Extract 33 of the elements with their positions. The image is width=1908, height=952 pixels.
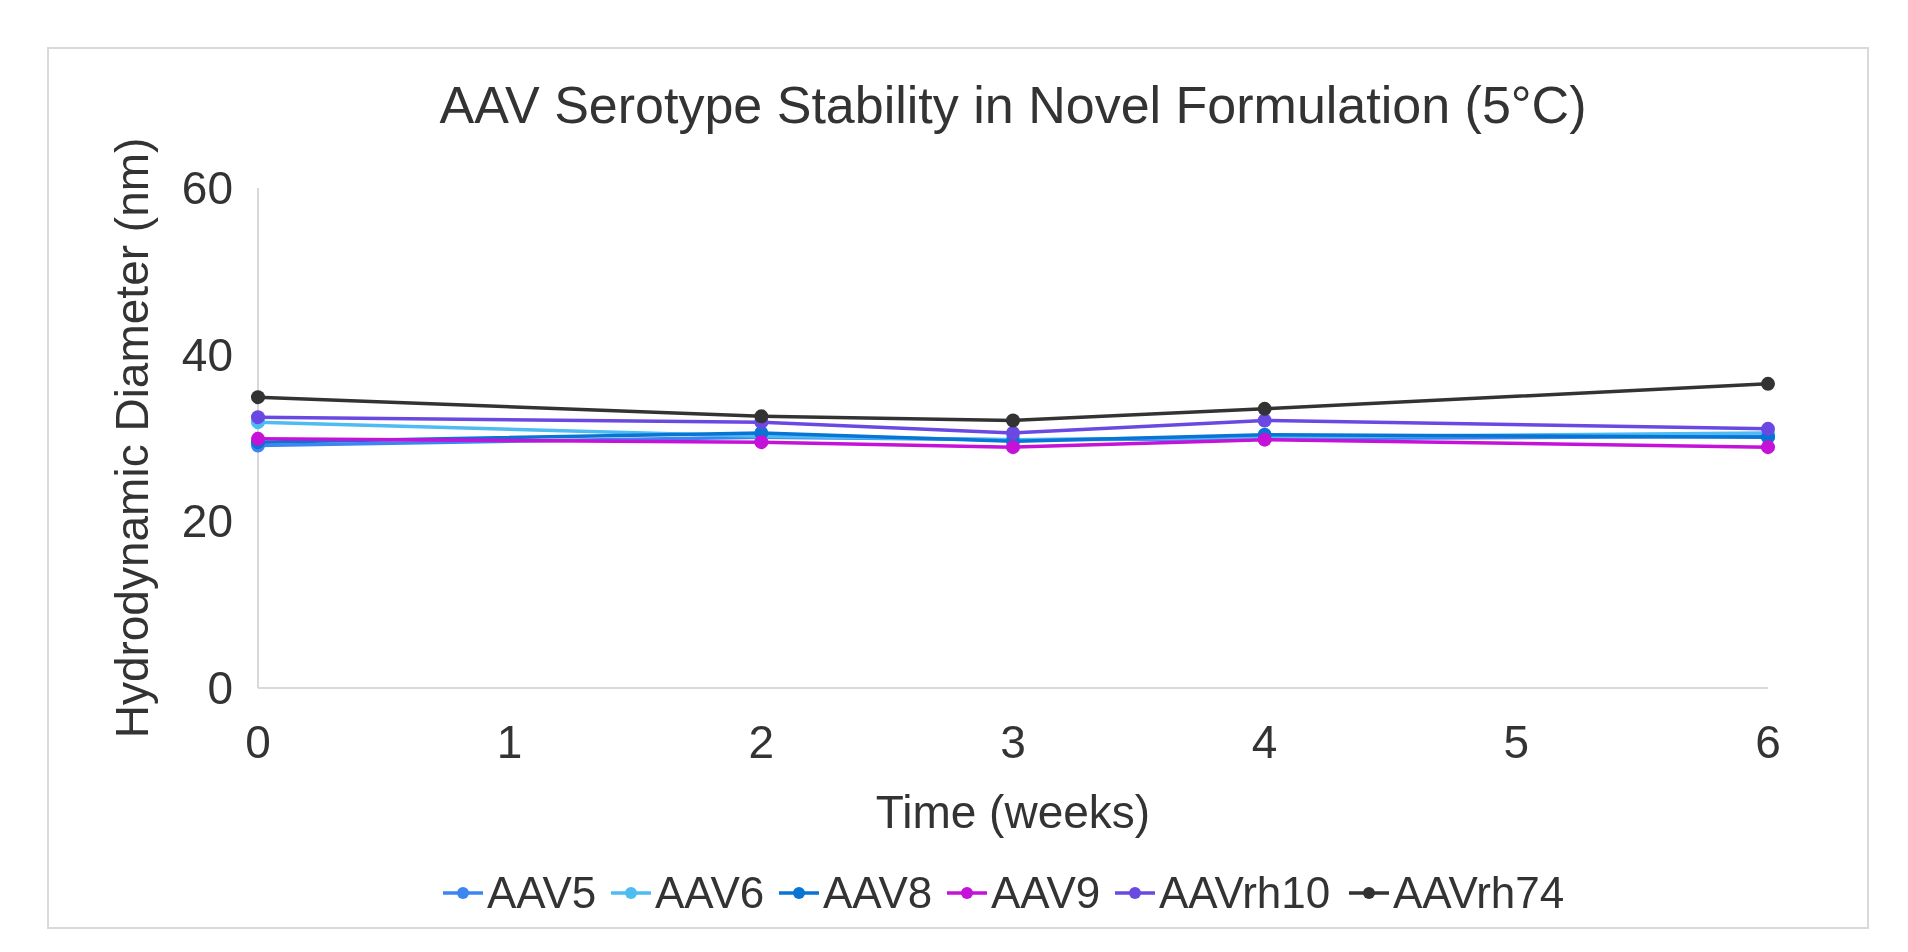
point	[1761, 421, 1775, 436]
y-tick-label: 40	[181, 328, 233, 381]
legend-label: AAV5	[487, 868, 597, 918]
point	[754, 435, 769, 450]
point	[1257, 401, 1272, 416]
legend-label: AAV6	[655, 868, 765, 918]
point	[1257, 413, 1272, 428]
y-tick-label: 60	[181, 162, 233, 215]
y-axis-title: Hydrodynamic Diameter (nm)	[106, 137, 158, 739]
x-axis-title: Time (weeks)	[875, 786, 1151, 838]
y-tick-label: 0	[207, 662, 233, 715]
point	[1006, 413, 1020, 428]
chart-title: AAV Serotype Stability in Novel Formulation (5°C)	[439, 76, 1587, 134]
x-tick-label: 5	[1503, 716, 1530, 768]
x-tick-label: 4	[1251, 716, 1278, 768]
point	[251, 390, 265, 405]
point	[1761, 440, 1775, 455]
point	[251, 410, 265, 425]
x-tick-label: 1	[496, 716, 523, 768]
legend-label: AAVrh10	[1159, 868, 1331, 918]
legend-label: AAV9	[991, 868, 1101, 918]
x-tick-label: 6	[1755, 716, 1781, 768]
point	[1761, 376, 1775, 391]
legend-label: AAV8	[823, 868, 933, 918]
point	[1006, 426, 1020, 440]
y-tick-label: 20	[181, 495, 233, 548]
x-tick-label: 0	[245, 716, 271, 768]
x-tick-label: 2	[748, 716, 775, 768]
point	[754, 409, 769, 424]
point	[1006, 440, 1020, 455]
legend-label: AAVrh74	[1393, 868, 1565, 918]
point	[251, 431, 265, 446]
x-tick-label: 3	[1000, 716, 1026, 768]
